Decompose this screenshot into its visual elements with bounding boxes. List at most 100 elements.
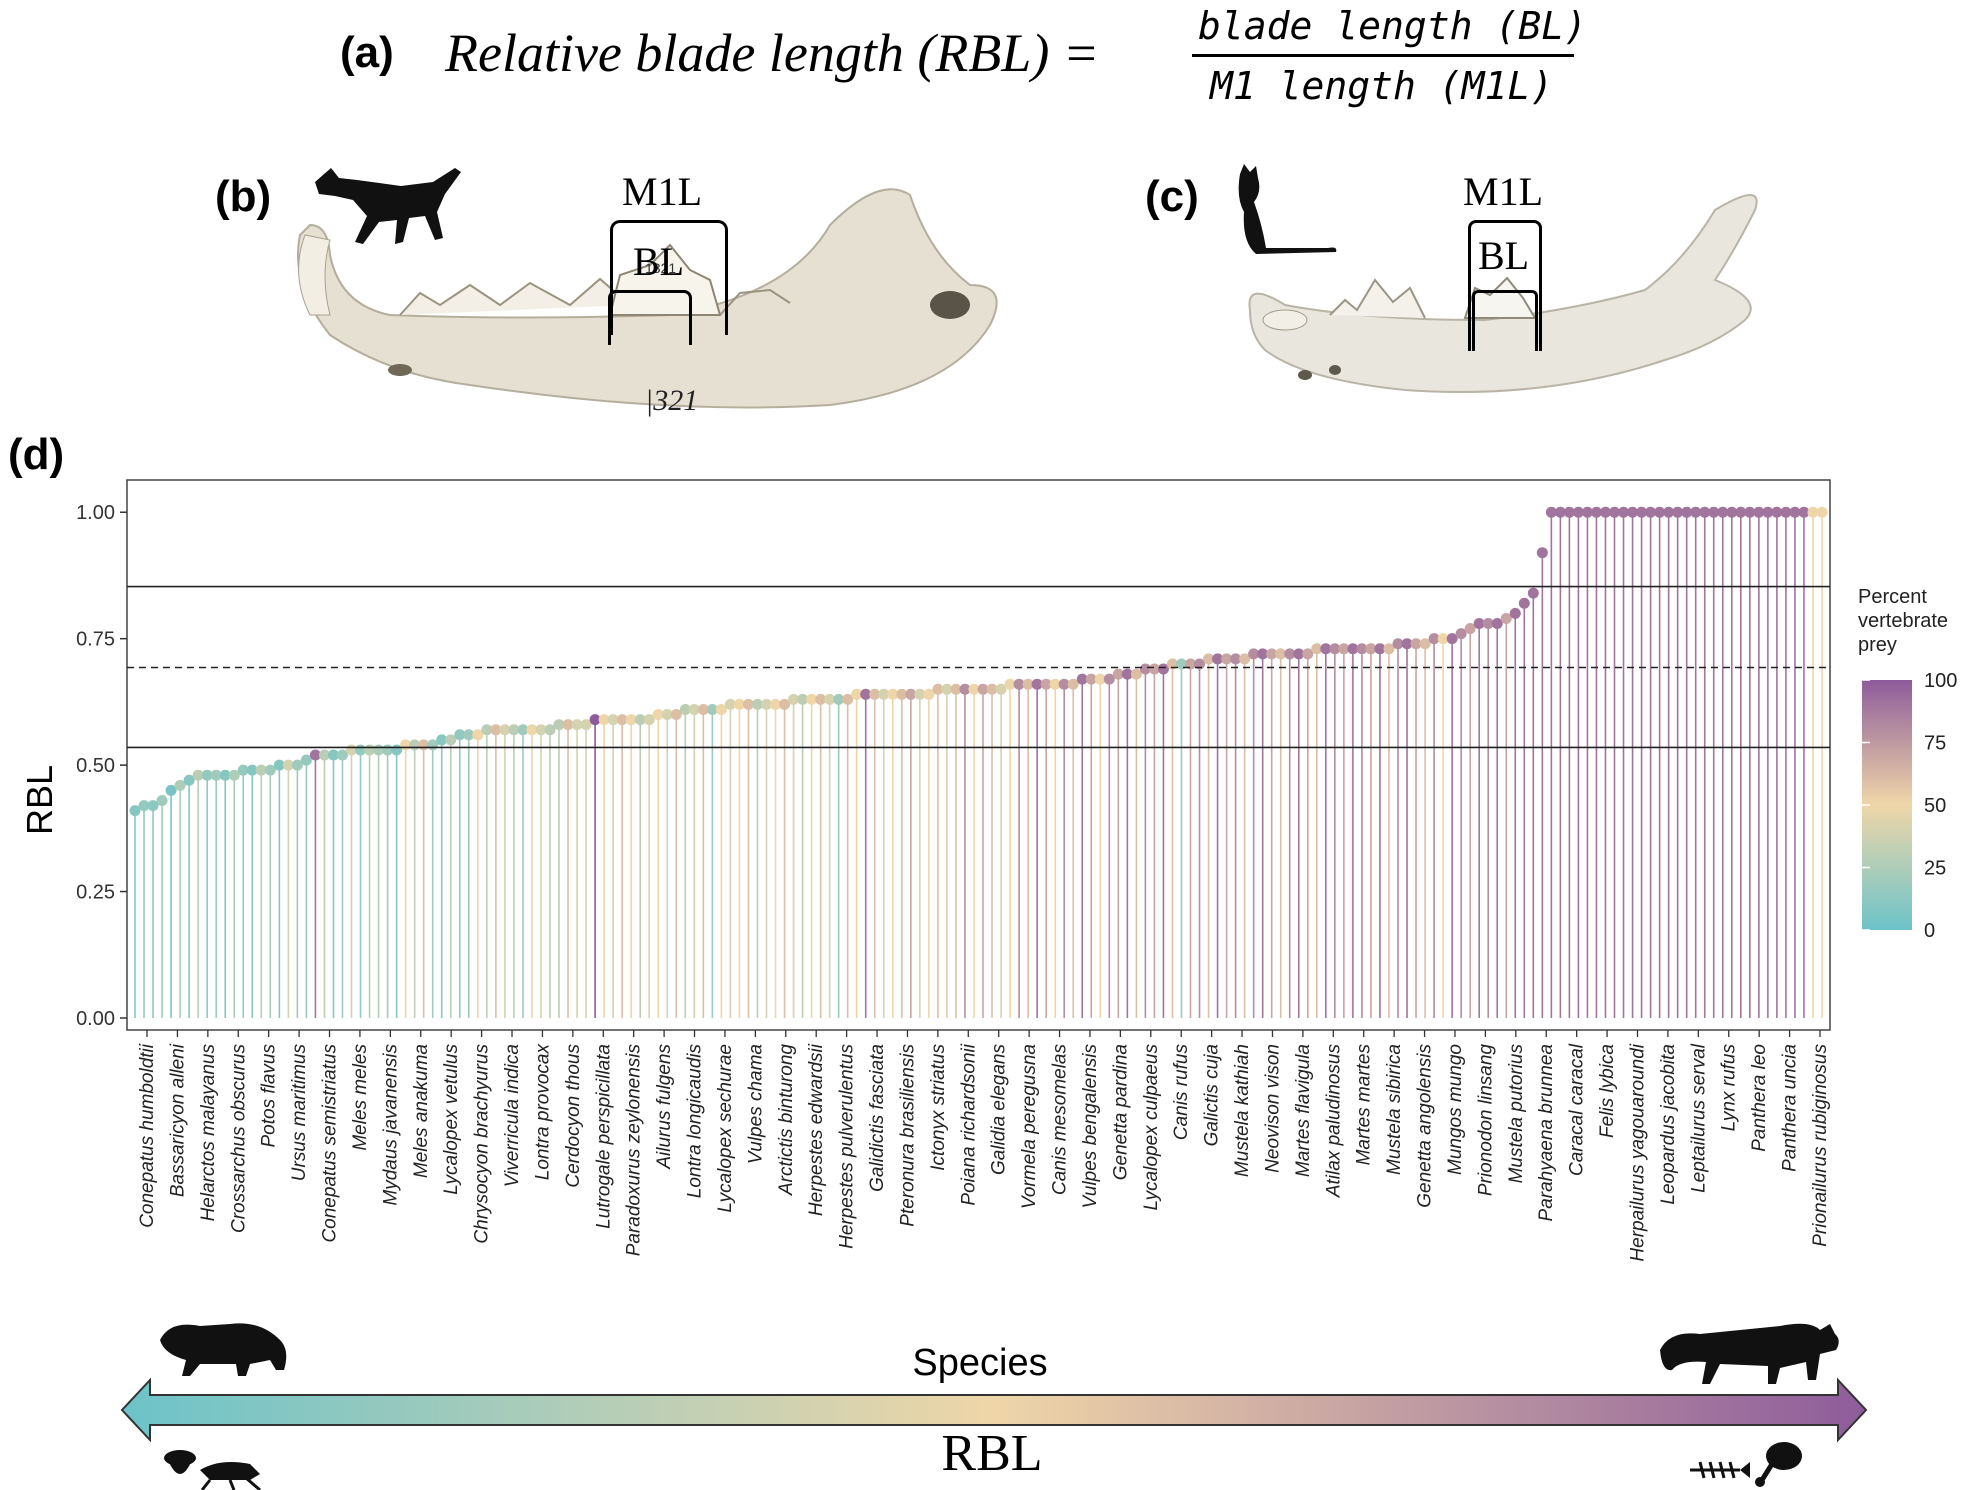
lollipop-point [770,698,782,710]
lollipop-point [697,703,709,715]
lollipop-point [436,734,448,746]
lollipop-point [1058,678,1070,690]
species-label: Panthera uncia [1780,1044,1801,1172]
lollipop-point [499,724,511,736]
species-label: Canis rufus [1171,1044,1192,1141]
acorn-icon [164,1450,196,1474]
species-label: Herpailurus yagouaroundi [1627,1043,1648,1261]
legend-color-bar [1862,680,1912,930]
species-label: Prionodon linsang [1475,1044,1496,1197]
lollipop-point [1248,648,1260,660]
lollipop-point [1636,506,1648,518]
wolf-silhouette-icon [315,168,461,244]
species-label: Panthera leo [1749,1044,1770,1152]
lollipop-point [445,734,457,746]
lollipop-point [1410,638,1422,650]
lollipop-point [977,683,989,695]
lollipop-point [670,709,682,721]
cat-m1l-bracket [1468,220,1542,351]
lollipop-point [1275,648,1287,660]
lollipop-point [1735,506,1747,518]
lollipop-point [1094,673,1106,685]
lollipop-point [174,779,186,791]
species-label: Arctictis binturong [776,1044,797,1196]
lollipop-point [643,714,655,726]
formula-lhs: Relative blade length (RBL) = [445,23,1100,83]
specimen-number-small: 1321 [645,260,676,276]
species-label: Lontra provocax [532,1043,553,1181]
lollipop-point [147,800,159,812]
lollipop-point [1374,643,1386,655]
legend-tick-label: 50 [1924,795,1946,817]
formula-numerator: blade length (BL) [1198,4,1587,48]
lollipop-point [1627,506,1639,518]
lollipop-point [1798,506,1810,518]
lollipop-point [1645,506,1657,518]
lollipop-point [1816,506,1828,518]
lollipop-point [1112,668,1124,680]
lollipop-point [1392,638,1404,650]
species-label: Lycalopex sechurae [715,1044,736,1213]
lollipop-point [1401,638,1413,650]
species-label: Herpestes edwardsii [806,1043,827,1216]
lollipop-point [1148,663,1160,675]
lollipop-point [219,769,231,781]
species-label: Mustela sibirica [1384,1044,1405,1175]
lollipop-point [1789,506,1801,518]
y-axis-title: RBL [19,765,60,835]
species-label: Leptailurus serval [1688,1043,1709,1193]
y-tick-label: 0.25 [76,882,115,904]
legend-tick-label: 75 [1924,733,1946,755]
lollipop-point [1004,678,1016,690]
lollipop-point [1203,653,1215,665]
lollipop-point [201,769,213,781]
lollipop-point [237,764,249,776]
lollipop-point [797,693,809,705]
lollipop-point [742,698,754,710]
lollipop-point [246,764,258,776]
species-label: Lycalopex culpaeus [1141,1044,1162,1211]
lollipop-point [1681,506,1693,518]
lollipop-point [842,693,854,705]
wolf-m1l-label: M1L [622,169,702,214]
lollipop-point [1518,597,1530,609]
lollipop-point [1365,643,1377,655]
lollipop-point [571,719,583,731]
species-label: Mustela kathiah [1232,1044,1253,1177]
lollipop-point [905,688,917,700]
lollipop-point [1545,506,1557,518]
lollipop-point [1446,633,1458,645]
species-label: Mustela putorius [1506,1044,1527,1184]
lollipop-point [679,703,691,715]
species-label: Caracal caracal [1567,1043,1588,1176]
lollipop-point [1780,506,1792,518]
species-label: Paradoxurus zeylonensis [624,1044,645,1257]
lollipop-point [1103,673,1115,685]
lollipop-point [580,719,592,731]
lollipop-point [255,764,267,776]
species-label: Lynx rufus [1719,1044,1740,1132]
lollipop-point [1753,506,1765,518]
wolf-jaw-image: 1321 |321 [297,188,998,417]
lollipop-point [1672,506,1684,518]
species-label: Crossarchus obscurus [228,1044,249,1234]
lollipop-point [959,683,971,695]
lollipop-point [968,683,980,695]
species-label: Bassaricyon alleni [167,1043,188,1197]
legend-tick-label: 25 [1924,858,1946,880]
lollipop-point [1121,668,1133,680]
lollipop-point [472,729,484,741]
lollipop-point [1590,506,1602,518]
x-axis-title-species: Species [912,1342,1047,1384]
lollipop-point [1022,678,1034,690]
lollipop-point [1581,506,1593,518]
lollipop-point [1284,648,1296,660]
cat-bl-label: BL [1478,233,1530,278]
lollipop-point [824,693,836,705]
lollipop-point [634,714,646,726]
lollipop-point [129,805,141,817]
lollipop-point [652,709,664,721]
species-label: Lutrogale perspicillata [593,1044,614,1229]
lollipop-point [1473,618,1485,629]
lollipop-point [1266,648,1278,660]
